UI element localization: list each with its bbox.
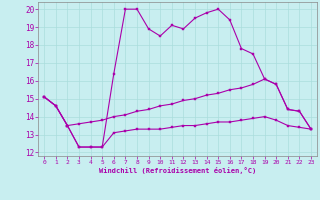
X-axis label: Windchill (Refroidissement éolien,°C): Windchill (Refroidissement éolien,°C) [99, 167, 256, 174]
